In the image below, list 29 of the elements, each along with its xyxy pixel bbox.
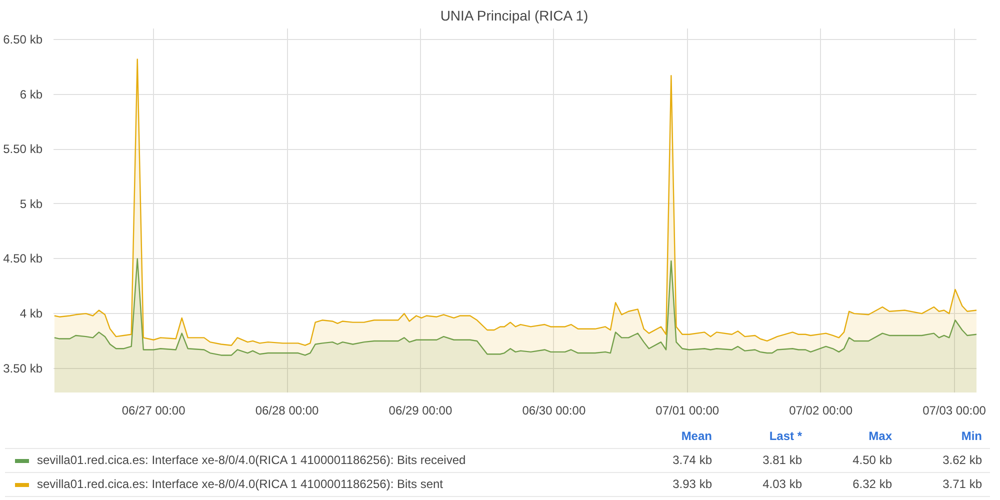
text: Mean xyxy=(680,428,713,445)
x-tick-label: 07/01 00:00 xyxy=(656,404,720,418)
text: 3.74 kb xyxy=(672,452,713,470)
text: Max xyxy=(868,428,893,445)
text: 3.93 kb xyxy=(672,476,713,494)
x-tick-label: 07/03 00:00 xyxy=(922,404,986,418)
text: Last * xyxy=(768,428,803,445)
x-tick-label: 06/28 00:00 xyxy=(255,404,320,418)
legend-label: sevilla01.red.cica.es: Interface xe-8/0/4.0(RICA 1 4100001186256): Bits received xyxy=(36,452,467,470)
y-tick-label: 5 kb xyxy=(20,196,43,211)
text: Min xyxy=(960,428,983,445)
y-tick-label: 3.50 kb xyxy=(3,361,43,376)
y-tick-label: 4.50 kb xyxy=(3,252,43,266)
y-tick-label: 6.50 kb xyxy=(3,32,43,46)
y-tick-label: 6 kb xyxy=(20,87,43,102)
chart-title: UNIA Principal (RICA 1) xyxy=(440,8,588,24)
text: 6.32 kb xyxy=(852,476,893,494)
y-tick-label: 5.50 kb xyxy=(3,142,43,156)
x-tick-label: 07/02 00:00 xyxy=(789,404,853,418)
x-tick-label: 06/29 00:00 xyxy=(388,404,452,418)
text: 4.03 kb xyxy=(762,476,803,494)
text: 3.81 kb xyxy=(762,452,803,470)
text: 3.71 kb xyxy=(942,476,983,494)
text: 4.50 kb xyxy=(852,452,893,470)
text: 3.62 kb xyxy=(942,452,983,470)
legend-label: sevilla01.red.cica.es: Interface xe-8/0/4.0(RICA 1 4100001186256): Bits sent xyxy=(36,476,444,494)
x-tick-label: 06/30 00:00 xyxy=(522,404,586,418)
x-tick-label: 06/27 00:00 xyxy=(122,404,186,418)
y-tick-label: 4 kb xyxy=(20,306,43,321)
